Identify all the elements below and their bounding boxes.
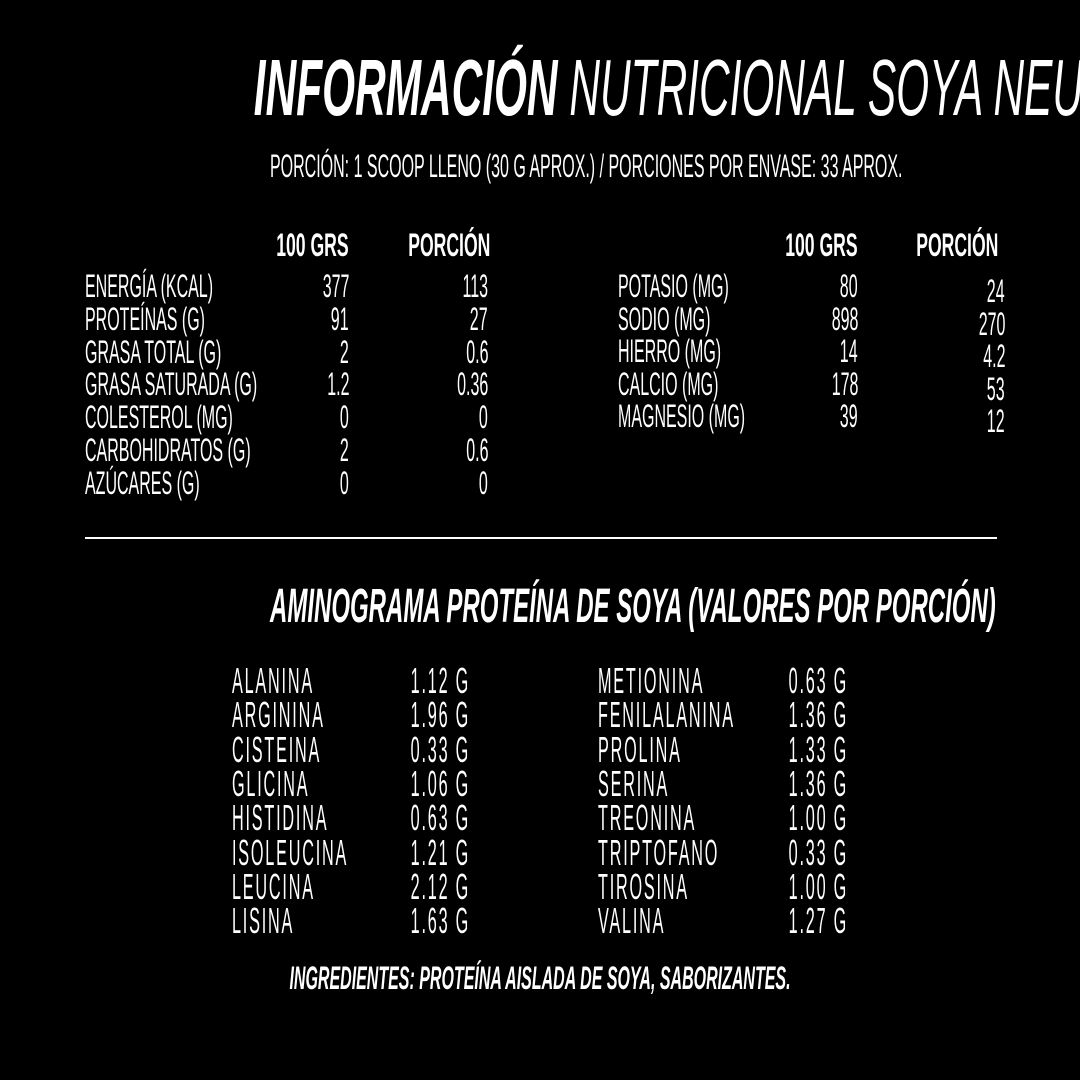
nutrient-portion: 0.36: [456, 366, 488, 403]
amino-value: 1.06 G: [410, 762, 470, 804]
nutrient-portion: 113: [462, 268, 488, 304]
nutrient-per100: 91: [331, 300, 349, 337]
nutrient-portion: 0.6: [465, 333, 488, 370]
nutrient-portion: 0: [479, 399, 488, 436]
nutrient-label: MAGNESIO (MG): [618, 398, 746, 435]
nutrient-label: GRASA SATURADA (G): [85, 366, 258, 403]
amino-value: 1.12 G: [410, 660, 470, 701]
nutrient-label: SODIO (MG): [618, 300, 711, 337]
amino-name: PROLINA: [598, 728, 682, 770]
amino-value: 0.33 G: [788, 831, 848, 873]
amino-value: 0.33 G: [410, 728, 470, 770]
amino-name: CISTEINA: [232, 728, 322, 770]
amino-value: 1.96 G: [410, 694, 470, 736]
amino-value: 1.00 G: [788, 797, 848, 839]
divider: [85, 537, 997, 539]
portion-info: PORCIÓN: 1 SCOOP LLENO (30 G APROX.) / P…: [270, 148, 903, 184]
header-portion-right: PORCIÓN: [915, 227, 998, 263]
nutrient-label: CALCIO (MG): [618, 365, 719, 402]
title-rest: NUTRICIONAL SOYA NEUTRA: [569, 43, 1080, 132]
nutrient-per100: 1.2: [326, 366, 349, 403]
nutrient-label: POTASIO (MG): [618, 268, 729, 304]
amino-name: LISINA: [232, 900, 295, 942]
nutrient-label: COLESTEROL (MG): [85, 399, 233, 436]
nutrient-per100: 2: [340, 333, 349, 370]
amino-name: LEUCINA: [232, 865, 315, 907]
nutrient-per100: 80: [840, 268, 858, 304]
nutrient-portion: 53: [987, 370, 1005, 407]
nutrient-per100: 178: [831, 365, 858, 402]
nutrient-per100: 898: [831, 300, 858, 337]
amino-name: ARGININA: [232, 694, 325, 736]
nutrient-per100: 377: [322, 268, 349, 304]
header-portion-left: PORCIÓN: [407, 227, 490, 263]
nutrient-portion: 24: [987, 273, 1005, 309]
nutrient-label: ENERGÍA (KCAL): [85, 268, 214, 304]
nutrient-portion: 0.6: [465, 432, 488, 468]
amino-name: TIROSINA: [598, 865, 689, 907]
amino-name: ALANINA: [232, 660, 314, 701]
aminogram-title: AMINOGRAMA PROTEÍNA DE SOYA (VALORES POR…: [270, 580, 996, 633]
nutrient-per100: 14: [840, 333, 858, 370]
nutrient-portion: 4.2: [982, 338, 1005, 375]
amino-name: METIONINA: [598, 660, 705, 701]
amino-name: VALINA: [598, 900, 666, 942]
nutrient-label: GRASA TOTAL (G): [85, 333, 222, 370]
amino-name: TRIPTOFANO: [598, 831, 720, 873]
amino-name: GLICINA: [232, 762, 310, 804]
amino-value: 2.12 G: [410, 865, 470, 907]
nutrient-per100: 0: [340, 464, 349, 501]
amino-name: HISTIDINA: [232, 797, 329, 839]
amino-value: 1.33 G: [788, 728, 848, 770]
amino-name: FENILALANINA: [598, 694, 735, 736]
nutrient-portion: 27: [470, 300, 488, 337]
amino-name: ISOLEUCINA: [232, 831, 349, 873]
amino-value: 0.63 G: [788, 660, 848, 701]
nutrient-portion: 0: [479, 464, 488, 501]
nutrient-per100: 2: [340, 432, 349, 468]
amino-value: 0.63 G: [410, 797, 470, 839]
ingredients: INGREDIENTES: PROTEÍNA AISLADA DE SOYA, …: [289, 960, 791, 996]
amino-value: 1.36 G: [788, 694, 848, 736]
amino-value: 1.00 G: [788, 865, 848, 907]
nutrient-portion: 12: [987, 403, 1005, 440]
nutrient-label: PROTEÍNAS (G): [85, 300, 206, 337]
amino-value: 1.27 G: [788, 900, 848, 942]
amino-name: TREONINA: [598, 797, 697, 839]
amino-name: SERINA: [598, 762, 670, 804]
amino-value: 1.36 G: [788, 762, 848, 804]
header-100g-right: 100 GRS: [785, 227, 858, 263]
amino-value: 1.63 G: [410, 900, 470, 942]
nutrient-per100: 39: [840, 398, 858, 435]
nutrient-label: HIERRO (MG): [618, 333, 722, 370]
nutrient-per100: 0: [340, 399, 349, 436]
page-title: INFORMACIÓN NUTRICIONAL SOYA NEUTRA: [254, 48, 1080, 128]
nutrient-portion: 270: [978, 305, 1005, 342]
nutrient-label: AZÚCARES (G): [85, 464, 200, 501]
nutrient-label: CARBOHIDRATOS (G): [85, 432, 251, 468]
header-100g-left: 100 GRS: [276, 227, 349, 263]
title-bold: INFORMACIÓN: [253, 43, 558, 132]
amino-value: 1.21 G: [410, 831, 470, 873]
